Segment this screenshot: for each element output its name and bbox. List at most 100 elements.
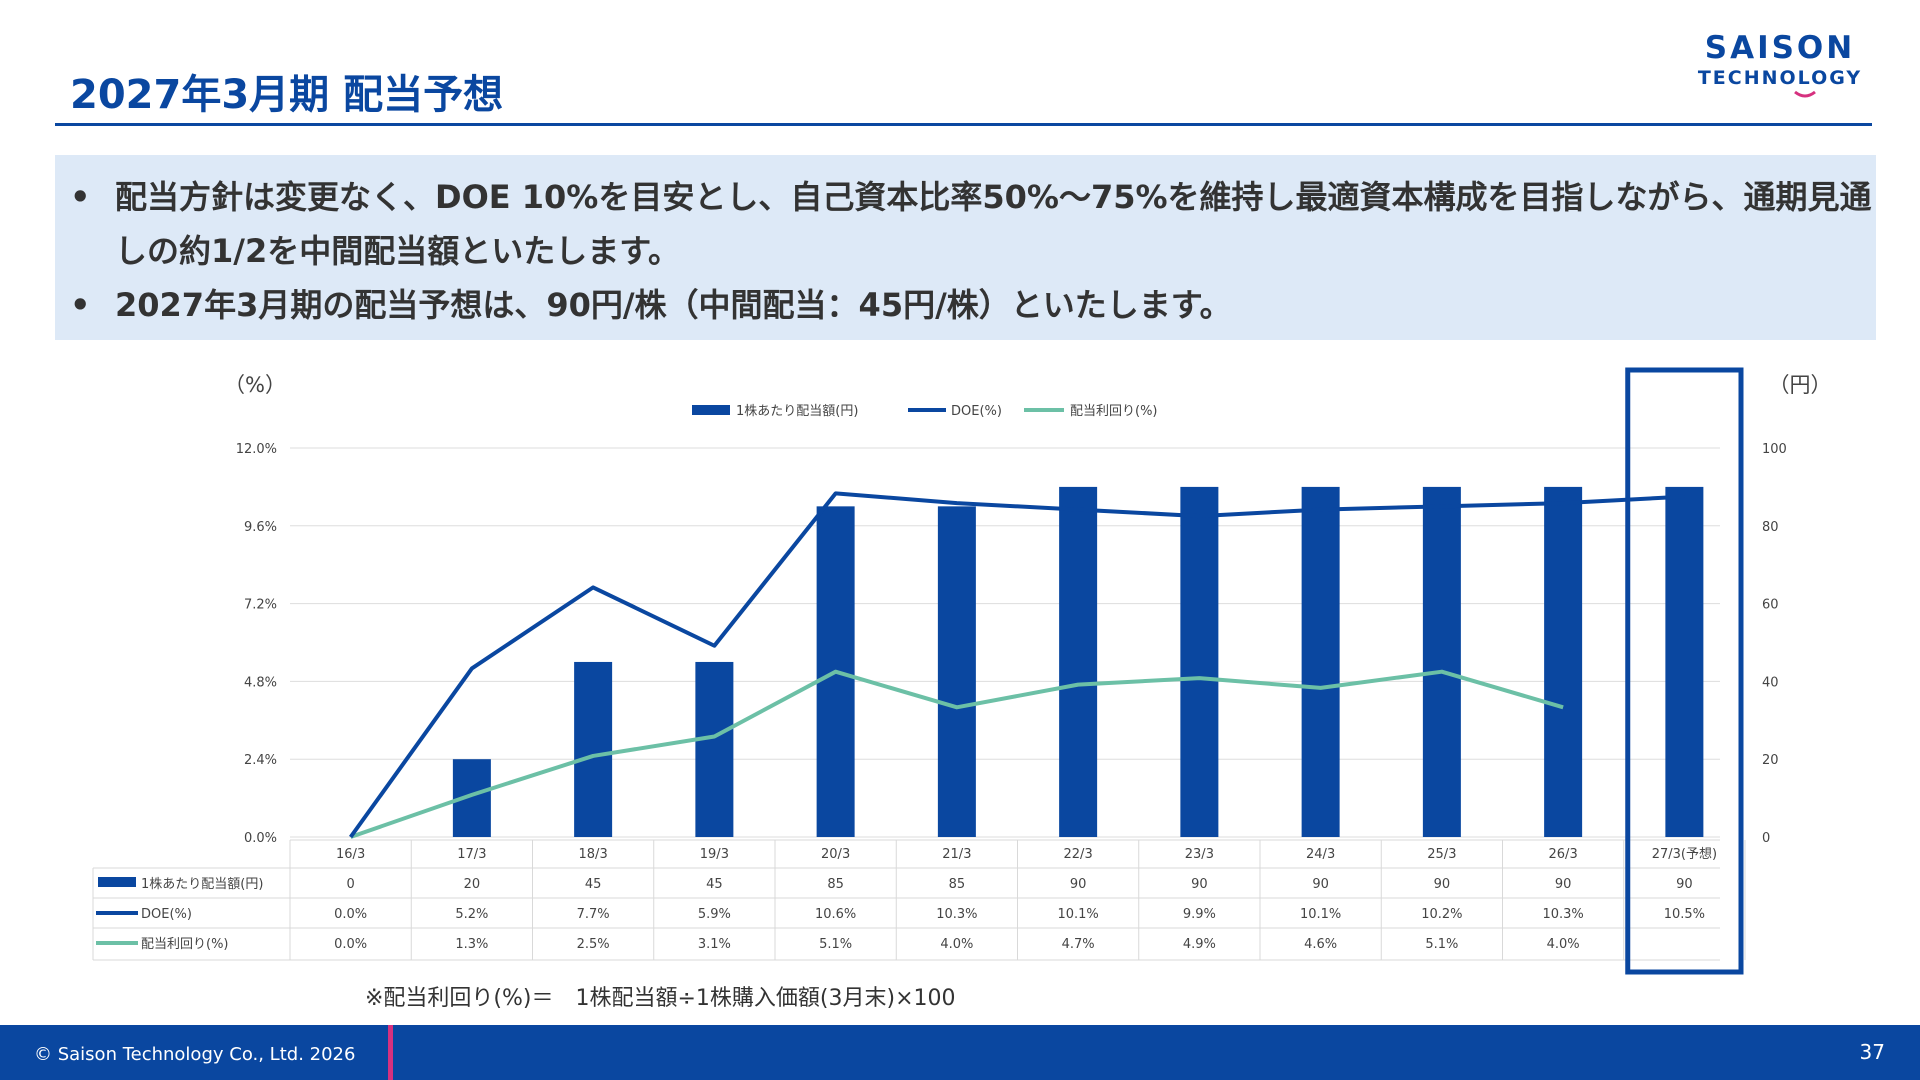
table-row-label: DOE(%)	[141, 907, 192, 922]
bar-dividend	[1544, 486, 1583, 837]
right-tick-label: 100	[1762, 442, 1787, 457]
category-label: 22/3	[1064, 847, 1093, 862]
category-label: 20/3	[821, 847, 850, 862]
table-cell: 45	[706, 877, 723, 892]
legend-swatch-bar	[692, 405, 730, 415]
category-label: 21/3	[942, 847, 971, 862]
category-label: 24/3	[1306, 847, 1335, 862]
policy-note-1: • 配当方針は変更なく、DOE 10%を目安とし、自己資本比率50%～75%を維…	[60, 170, 1890, 278]
table-cell: 85	[949, 877, 966, 892]
table-cell: 10.5%	[1664, 907, 1705, 922]
yield-formula-note: ※配当利回り(%)＝ 1株配当額÷1株購入価額(3月末)×100	[365, 986, 956, 1011]
policy-note-2: • 2027年3月期の配当予想は、90円/株（中間配当：45円/株）といたします…	[60, 278, 1890, 332]
bar-dividend	[937, 506, 976, 837]
table-cell: 20	[464, 877, 481, 892]
category-label: 16/3	[336, 847, 365, 862]
left-tick-label: 12.0%	[236, 442, 277, 457]
forecast-highlight-box	[1625, 367, 1744, 975]
legend-label-doe: DOE(%)	[951, 404, 1002, 419]
bar-dividend	[1301, 486, 1340, 837]
note-text: 2027年3月期の配当予想は、90円/株（中間配当：45円/株）といたします。	[115, 286, 1232, 324]
left-axis-label: （%）	[224, 373, 286, 397]
page-number: 37	[1859, 1040, 1885, 1064]
footer-copyright: © Saison Technology Co., Ltd. 2026	[34, 1044, 356, 1065]
table-cell: 3.1%	[698, 937, 731, 952]
category-label: 27/3(予想)	[1652, 846, 1717, 862]
right-tick-label: 60	[1762, 598, 1779, 613]
table-cell: 4.0%	[940, 937, 973, 952]
right-tick-label: 0	[1762, 831, 1770, 846]
bar-dividend	[695, 661, 734, 837]
table-cell: 5.1%	[1425, 937, 1458, 952]
right-tick-label: 80	[1762, 520, 1779, 535]
table-cell: 90	[1070, 877, 1087, 892]
table-cell: 0	[346, 877, 354, 892]
logo-word-top: SAISON	[1704, 30, 1856, 66]
company-logo: SAISON TECHNOLOGY	[1690, 30, 1870, 105]
bar-dividend	[1665, 486, 1704, 837]
legend-label-yield: 配当利回り(%)	[1070, 404, 1158, 419]
category-label: 17/3	[457, 847, 486, 862]
bullet: •	[70, 286, 91, 324]
page-title: 2027年3月期 配当予想	[70, 72, 504, 118]
table-cell: 85	[827, 877, 844, 892]
left-tick-label: 0.0%	[244, 831, 277, 846]
left-tick-label: 4.8%	[244, 675, 277, 690]
table-key-bar	[98, 877, 136, 887]
table-cell: 7.7%	[577, 907, 610, 922]
table-cell: 10.6%	[815, 907, 856, 922]
left-tick-label: 7.2%	[244, 598, 277, 613]
bar-dividend	[574, 661, 613, 837]
footer-accent	[388, 1025, 393, 1080]
note-text: 配当方針は変更なく、DOE 10%を目安とし、自己資本比率50%～75%を維持し…	[115, 178, 1872, 270]
table-row-label: 1株あたり配当額(円)	[141, 877, 263, 892]
table-cell: 10.1%	[1057, 907, 1098, 922]
policy-notes-box	[55, 155, 1876, 340]
footer-bar	[0, 1025, 1920, 1080]
bar-dividend	[1059, 486, 1098, 837]
table-cell: 10.2%	[1421, 907, 1462, 922]
legend-label-bar: 1株あたり配当額(円)	[736, 404, 858, 419]
table-cell: 90	[1312, 877, 1329, 892]
table-cell: 5.1%	[819, 937, 852, 952]
category-label: 25/3	[1427, 847, 1456, 862]
table-row-label: 配当利回り(%)	[141, 937, 229, 952]
table-cell: 5.9%	[698, 907, 731, 922]
table-cell: 0.0%	[334, 937, 367, 952]
table-cell: 45	[585, 877, 602, 892]
table-cell: 4.7%	[1062, 937, 1095, 952]
table-cell: 0.0%	[334, 907, 367, 922]
table-cell: 90	[1676, 877, 1693, 892]
logo-smile-icon	[1794, 90, 1816, 98]
category-label: 23/3	[1185, 847, 1214, 862]
title-rule	[55, 123, 1872, 126]
table-cell: 1.3%	[455, 937, 488, 952]
right-tick-label: 40	[1762, 675, 1779, 690]
left-tick-label: 2.4%	[244, 753, 277, 768]
table-cell: 4.9%	[1183, 937, 1216, 952]
table-cell: 5.2%	[455, 907, 488, 922]
category-label: 18/3	[579, 847, 608, 862]
bar-dividend	[1422, 486, 1461, 837]
logo-word-bottom: TECHNOLOGY	[1697, 67, 1863, 89]
right-axis-label: （円）	[1769, 373, 1832, 397]
category-label: 26/3	[1549, 847, 1578, 862]
line-yield	[349, 669, 1564, 839]
table-cell: 2.5%	[577, 937, 610, 952]
bar-dividend	[1180, 486, 1219, 837]
right-tick-label: 20	[1762, 753, 1779, 768]
table-cell: 10.1%	[1300, 907, 1341, 922]
line-doe	[349, 491, 1685, 839]
table-cell: 10.3%	[1542, 907, 1583, 922]
category-label: 19/3	[700, 847, 729, 862]
table-cell: 4.6%	[1304, 937, 1337, 952]
table-cell: 9.9%	[1183, 907, 1216, 922]
table-cell: 90	[1191, 877, 1208, 892]
left-tick-label: 9.6%	[244, 520, 277, 535]
table-cell: 90	[1555, 877, 1572, 892]
bullet: •	[70, 178, 91, 216]
table-cell: 10.3%	[936, 907, 977, 922]
table-cell: 4.0%	[1547, 937, 1580, 952]
table-cell: 90	[1434, 877, 1451, 892]
